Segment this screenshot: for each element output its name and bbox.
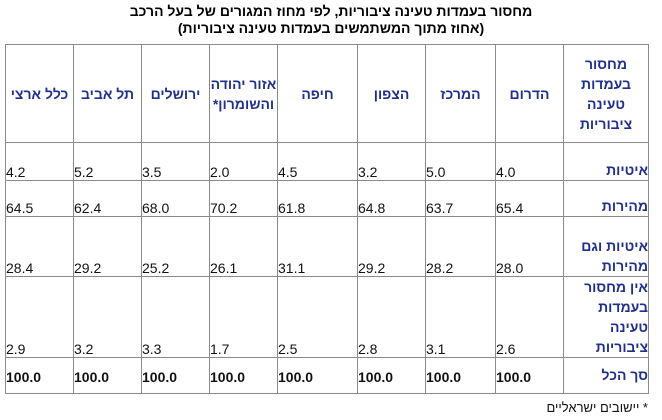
footnote: * יישובים ישראליים [546, 400, 648, 415]
table-cell: 3.5 [141, 142, 210, 181]
col-header-judea-samaria: אזור יהודה והשומרון* [209, 44, 278, 143]
table-row: איטיות 4.0 5.0 3.2 4.5 2.0 3.5 5.2 4.2 [5, 142, 649, 181]
table-cell: 70.2 [209, 180, 278, 217]
table-cell: 61.8 [277, 180, 358, 217]
row-label: אין מחסור בעמדות טעינה ציבוריות [563, 276, 649, 358]
total-row: סך הכל 100.0 100.0 100.0 100.0 100.0 100… [5, 357, 649, 394]
table-cell: 63.7 [425, 180, 496, 217]
col-header-haifa: חיפה [277, 44, 358, 143]
table-cell: 29.2 [357, 216, 426, 277]
table-cell: 3.1 [425, 276, 496, 358]
table-cell: 100.0 [425, 357, 496, 394]
table-cell: 4.2 [5, 142, 74, 181]
table-cell: 28.2 [425, 216, 496, 277]
table-cell: 2.0 [209, 142, 278, 181]
table-cell: 64.8 [357, 180, 426, 217]
table-cell: 2.5 [277, 276, 358, 358]
table-cell: 28.4 [5, 216, 74, 277]
col-header-north: הצפון [357, 44, 426, 143]
row-label: איטיות וגם מהירות [563, 216, 649, 277]
title-line-2: (אחוז מתוך המשתמשים בעמדות טעינה ציבוריו… [177, 20, 485, 36]
table-row: מהירות 65.4 63.7 64.8 61.8 70.2 68.0 62.… [5, 180, 649, 217]
table-cell: 3.2 [357, 142, 426, 181]
table-cell: 28.0 [495, 216, 564, 277]
table-cell: 100.0 [357, 357, 426, 394]
data-table: מחסור בעמדות טעינה ציבוריות הדרום המרכז … [5, 44, 649, 394]
table-cell: 64.5 [5, 180, 74, 217]
table-cell: 3.2 [73, 276, 142, 358]
table-row: אין מחסור בעמדות טעינה ציבוריות 2.6 3.1 … [5, 276, 649, 358]
col-header-jerusalem: ירושלים [141, 44, 210, 143]
table-cell: 100.0 [495, 357, 564, 394]
table-cell: 100.0 [73, 357, 142, 394]
row-label: מהירות [563, 180, 649, 217]
table-cell: 62.4 [73, 180, 142, 217]
table-cell: 100.0 [141, 357, 210, 394]
table-cell: 4.5 [277, 142, 358, 181]
header-row: מחסור בעמדות טעינה ציבוריות הדרום המרכז … [5, 44, 649, 143]
table-cell: 5.0 [425, 142, 496, 181]
table-cell: 2.6 [495, 276, 564, 358]
table-cell: 25.2 [141, 216, 210, 277]
col-header-national: כלל ארצי [5, 44, 74, 143]
col-header-tel-aviv: תל אביב [73, 44, 142, 143]
col-header-center: המרכז [425, 44, 496, 143]
table-row: איטיות וגם מהירות 28.0 28.2 29.2 31.1 26… [5, 216, 649, 277]
table-cell: 2.9 [5, 276, 74, 358]
row-label: סך הכל [563, 357, 649, 394]
table-cell: 29.2 [73, 216, 142, 277]
table-cell: 100.0 [5, 357, 74, 394]
table-cell: 31.1 [277, 216, 358, 277]
table-cell: 3.3 [141, 276, 210, 358]
col-header-south: הדרום [495, 44, 564, 143]
table-cell: 26.1 [209, 216, 278, 277]
title-line-1: מחסור בעמדות טעינה ציבוריות, לפי מחוז המ… [129, 3, 533, 19]
table-title: מחסור בעמדות טעינה ציבוריות, לפי מחוז המ… [0, 3, 662, 37]
table-cell: 1.7 [209, 276, 278, 358]
table-cell: 100.0 [277, 357, 358, 394]
table-cell: 2.8 [357, 276, 426, 358]
row-label: איטיות [563, 142, 649, 181]
table-cell: 4.0 [495, 142, 564, 181]
table-cell: 5.2 [73, 142, 142, 181]
table-cell: 100.0 [209, 357, 278, 394]
table-cell: 65.4 [495, 180, 564, 217]
table-cell: 68.0 [141, 180, 210, 217]
header-row-label: מחסור בעמדות טעינה ציבוריות [563, 44, 649, 143]
